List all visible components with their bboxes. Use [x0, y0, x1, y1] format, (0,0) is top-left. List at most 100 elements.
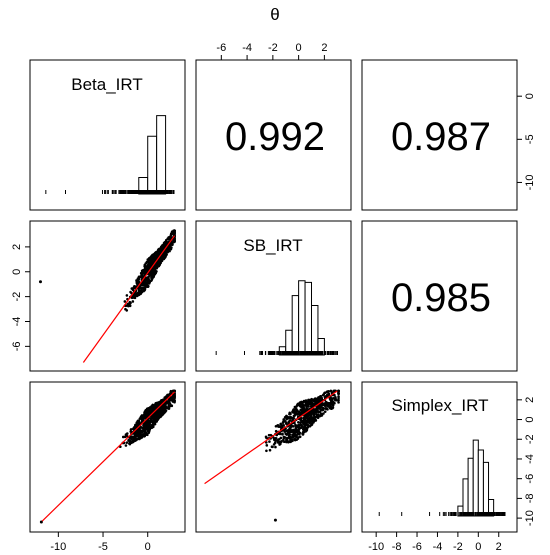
histogram-bar [462, 478, 469, 517]
histogram-bar [156, 115, 167, 195]
scatter-point [136, 277, 140, 280]
scatter-point [330, 398, 334, 401]
scatter-point [318, 404, 322, 408]
scatter-point [149, 258, 152, 261]
scatter-point [264, 441, 268, 444]
scatter-point [316, 405, 319, 409]
scatter-point [319, 395, 322, 398]
scatter-point [164, 255, 167, 259]
x-tick-label: -10 [50, 541, 66, 553]
x-tick-label: 0 [145, 541, 151, 553]
scatter-point [139, 275, 143, 279]
scatter-point [129, 428, 133, 431]
scatter-point [294, 410, 298, 413]
scatter-point [293, 432, 297, 436]
scatter-point [147, 431, 151, 435]
scatter-point [154, 402, 158, 405]
scatter-point [306, 408, 309, 412]
scatter-point [265, 444, 269, 447]
scatter-point [308, 416, 312, 420]
scatter-point [146, 420, 150, 423]
panel-frame-1-1 [29, 59, 186, 211]
scatter-point [125, 432, 129, 435]
scatter-point [143, 422, 147, 426]
scatter-point [313, 418, 317, 422]
histogram-bar [311, 305, 319, 356]
scatter-point [313, 397, 317, 400]
scatter-point [147, 263, 151, 266]
scatter-point [297, 402, 301, 406]
scatter-point [156, 261, 160, 264]
scatter-point [308, 419, 311, 422]
variable-name-beta: Beta_IRT [71, 75, 143, 94]
y-tick-label: -6 [11, 341, 23, 351]
fit-line [41, 391, 175, 522]
scatter-point [278, 442, 282, 445]
scatter-point [272, 436, 275, 439]
x-tick-label: 2 [321, 42, 327, 54]
scatter-point [296, 433, 299, 436]
scatter-point [303, 408, 307, 412]
scatter-point [140, 435, 144, 438]
scatter-point [137, 287, 140, 291]
scatter-point [142, 287, 146, 290]
scatter-point [157, 252, 160, 255]
scatter-point [161, 398, 165, 402]
scatter-point [276, 441, 280, 444]
scatter-point [288, 411, 292, 415]
scatter-point [290, 439, 294, 442]
scatter-point [274, 445, 277, 449]
x-tick-label: -4 [242, 42, 252, 54]
scatter-point [173, 237, 176, 240]
scatter-point [171, 396, 174, 399]
scatter-point [155, 270, 158, 273]
outlier-point [38, 280, 42, 284]
scatter-point [318, 410, 322, 414]
scatter-point [140, 419, 144, 422]
scatter-point [142, 425, 145, 429]
scatter-point [299, 405, 303, 409]
scatter-point [292, 435, 295, 439]
scatter-point [168, 236, 172, 240]
scatter-points [39, 389, 176, 524]
scatter-point [140, 429, 144, 433]
scatter-point [297, 430, 300, 433]
scatter-point [125, 294, 129, 297]
scatter-point [163, 244, 166, 248]
scatter-point [297, 423, 301, 427]
scatter-point [157, 248, 160, 251]
scatter-point [146, 282, 150, 285]
scatter-point [131, 300, 135, 303]
scatter-point [315, 410, 318, 414]
scatter-points [38, 229, 176, 312]
scatter-point [142, 289, 145, 293]
scatter-point [130, 287, 134, 290]
scatter-point [282, 423, 285, 427]
scatter-point [161, 411, 165, 415]
scatter-point [291, 429, 295, 433]
scatter-point [306, 404, 310, 408]
scatter-point [328, 398, 332, 401]
scatter-point [145, 424, 149, 428]
scatter-point [274, 424, 278, 428]
scatter-point [331, 400, 335, 404]
scatter-point [134, 285, 138, 288]
scatter-point [276, 424, 280, 427]
scatter-point [135, 279, 138, 282]
scatter-point [308, 424, 312, 428]
scatter-point [161, 408, 165, 411]
histogram-bar [304, 281, 313, 356]
scatter-point [283, 430, 286, 433]
x-tick-label: -6 [216, 42, 226, 54]
scatter-point [150, 416, 154, 419]
scatter-point [265, 449, 268, 453]
scatter-point [127, 438, 131, 442]
scatter-point [149, 279, 153, 283]
scatter-point [270, 445, 274, 448]
scatter-point [321, 393, 325, 397]
scatter-point [288, 427, 291, 431]
rug-marks [45, 190, 175, 194]
scatter-point [163, 396, 167, 400]
scatter-point [149, 425, 153, 428]
y-tick-label: -10 [524, 174, 536, 190]
